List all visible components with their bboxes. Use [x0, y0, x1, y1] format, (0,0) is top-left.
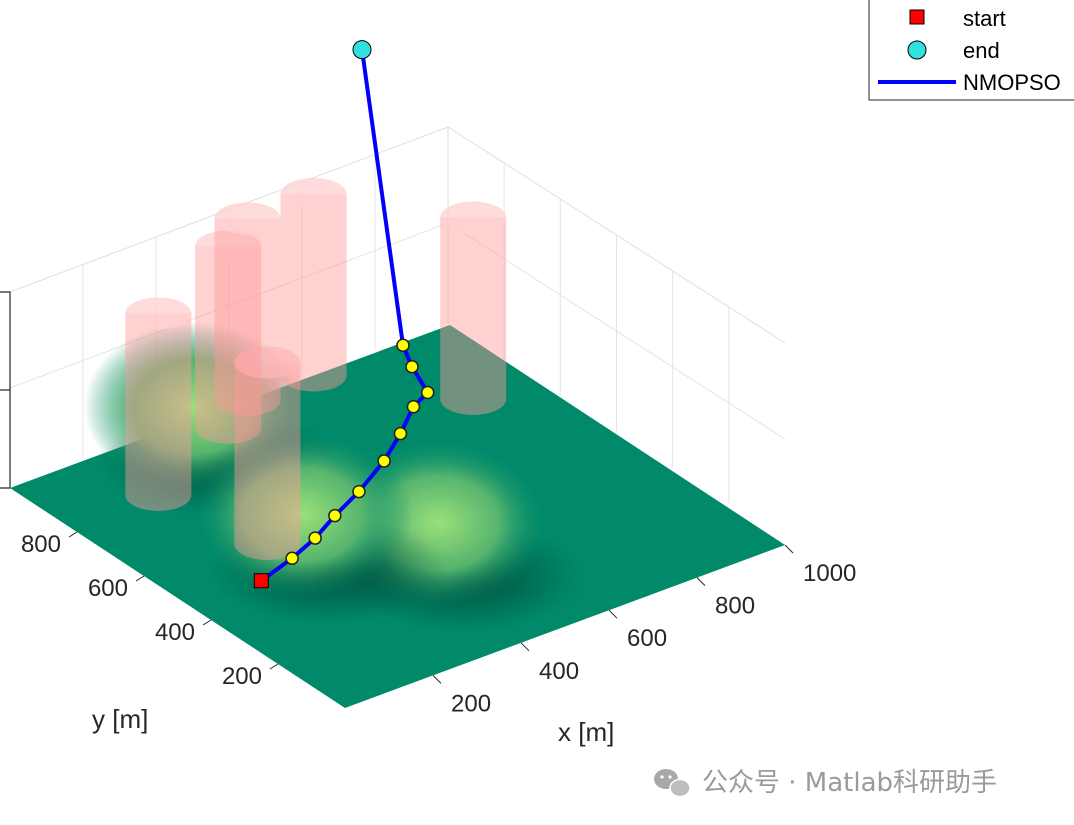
x-tick-label: 800: [715, 593, 755, 620]
obstacle-top: [280, 178, 347, 211]
obstacle-cylinder: [280, 194, 347, 392]
obstacle-cylinder: [125, 313, 192, 511]
x-tick-mark: [608, 609, 618, 619]
legend-nmopso-label: NMOPSO: [963, 70, 1061, 95]
x-tick-label: 1000: [803, 560, 856, 587]
y-tick-label: 200: [222, 663, 262, 690]
waypoint-marker: [406, 399, 421, 414]
legend: start end NMOPSO: [868, 0, 1074, 101]
obstacle-top: [214, 202, 281, 235]
waypoint-marker: [352, 484, 366, 499]
end-marker-icon: [907, 40, 927, 60]
obstacle-top: [234, 346, 301, 379]
watermark-text: 公众号 · Matlab科研助手: [702, 768, 997, 798]
legend-start-label: start: [963, 6, 1006, 31]
waypoint-marker: [328, 508, 342, 523]
obstacle-cylinder: [440, 217, 507, 415]
y-tick-label: 400: [155, 619, 195, 646]
nmopso-path: [253, 40, 435, 589]
x-tick-label: 200: [451, 690, 491, 717]
end-marker: [352, 40, 372, 60]
waypoint-marker: [396, 338, 410, 353]
waypoint-marker: [405, 359, 419, 374]
terrain-peaks: [83, 322, 584, 633]
obstacle-top: [440, 201, 507, 234]
x-tick-mark: [432, 675, 442, 684]
waypoint-marker: [308, 531, 322, 545]
axis-ticks: 200 400 600 800 1000 200 400 600 800: [21, 531, 856, 717]
y-tick-mark: [269, 663, 279, 670]
y-axis-label: y [m]: [92, 704, 148, 734]
y-tick-label: 800: [21, 531, 61, 558]
watermark: 公众号 · Matlab科研助手: [654, 768, 997, 798]
obstacle-cylinder: [234, 362, 301, 561]
waypoint-marker: [285, 551, 299, 566]
waypoint-marker: [420, 385, 435, 400]
x-tick-label: 400: [539, 658, 579, 685]
terrain-peak: [192, 429, 413, 600]
obstacle-cylinder: [214, 218, 281, 416]
obstacle-top: [195, 230, 262, 263]
y-tick-mark: [68, 531, 78, 538]
x-axis-label: x [m]: [558, 717, 614, 747]
start-marker-icon: [909, 9, 925, 25]
x-tick-mark: [520, 642, 530, 652]
wechat-icon: [654, 769, 691, 798]
y-tick-label: 600: [88, 575, 128, 602]
x-tick-mark: [784, 544, 794, 554]
waypoint-marker: [377, 454, 391, 468]
waypoint-marker: [393, 426, 408, 441]
obstacle-cylinder: [195, 246, 262, 444]
y-tick-mark: [202, 619, 212, 626]
obstacle-cylinders: [125, 178, 507, 561]
legend-end-label: end: [963, 38, 1000, 63]
x-tick-mark: [696, 577, 706, 586]
start-marker: [253, 573, 269, 589]
obstacle-top: [125, 297, 192, 330]
x-tick-label: 600: [627, 625, 667, 652]
y-tick-mark: [135, 575, 145, 582]
